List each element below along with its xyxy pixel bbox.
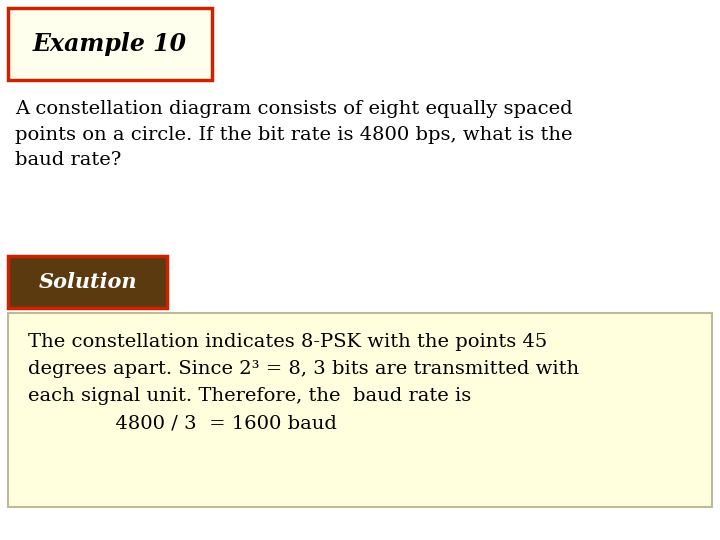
FancyBboxPatch shape <box>8 313 712 507</box>
Text: Example 10: Example 10 <box>33 32 187 56</box>
FancyBboxPatch shape <box>8 8 212 80</box>
Text: A constellation diagram consists of eight equally spaced
points on a circle. If : A constellation diagram consists of eigh… <box>15 100 572 170</box>
FancyBboxPatch shape <box>8 256 167 308</box>
Text: The constellation indicates 8-PSK with the points 45
degrees apart. Since 2³ = 8: The constellation indicates 8-PSK with t… <box>28 333 579 433</box>
Text: Solution: Solution <box>38 272 137 292</box>
